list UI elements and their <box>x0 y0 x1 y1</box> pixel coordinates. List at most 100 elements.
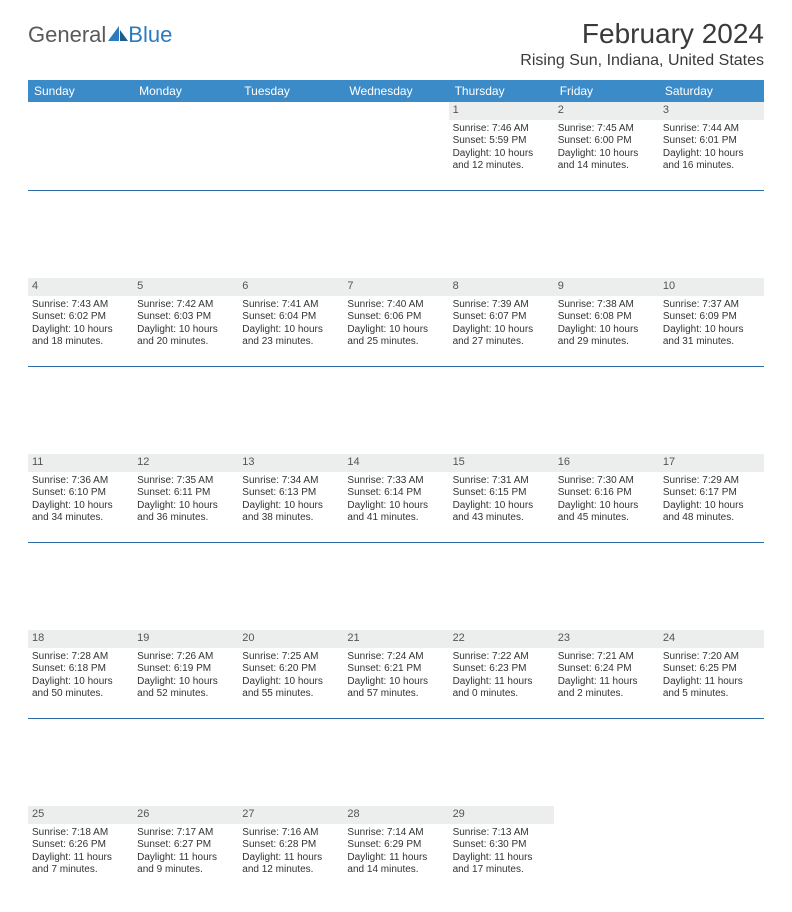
day-number: 27 <box>238 806 343 824</box>
calendar-cell <box>28 102 133 190</box>
sunrise-text: Sunrise: 7:17 AM <box>137 827 234 840</box>
day-number: 5 <box>133 278 238 296</box>
daylight2-text: and 38 minutes. <box>242 512 339 525</box>
title-block: February 2024 Rising Sun, Indiana, Unite… <box>520 18 764 70</box>
sunrise-text: Sunrise: 7:26 AM <box>137 651 234 664</box>
daylight1-text: Daylight: 11 hours <box>137 852 234 865</box>
sunrise-text: Sunrise: 7:33 AM <box>347 475 444 488</box>
week-separator <box>28 718 764 806</box>
calendar-cell: 24Sunrise: 7:20 AMSunset: 6:25 PMDayligh… <box>659 630 764 718</box>
daylight1-text: Daylight: 10 hours <box>558 324 655 337</box>
sunset-text: Sunset: 6:10 PM <box>32 487 129 500</box>
day-number: 25 <box>28 806 133 824</box>
day-number: 14 <box>343 454 448 472</box>
sunrise-text: Sunrise: 7:42 AM <box>137 299 234 312</box>
calendar-page: General Blue February 2024 Rising Sun, I… <box>0 0 792 912</box>
daylight1-text: Daylight: 10 hours <box>558 148 655 161</box>
day-number: 22 <box>449 630 554 648</box>
daylight2-text: and 14 minutes. <box>347 864 444 877</box>
calendar-week: 1Sunrise: 7:46 AMSunset: 5:59 PMDaylight… <box>28 102 764 190</box>
calendar-cell: 13Sunrise: 7:34 AMSunset: 6:13 PMDayligh… <box>238 454 343 542</box>
sunset-text: Sunset: 6:13 PM <box>242 487 339 500</box>
calendar-cell: 19Sunrise: 7:26 AMSunset: 6:19 PMDayligh… <box>133 630 238 718</box>
week-separator <box>28 542 764 630</box>
daylight1-text: Daylight: 10 hours <box>347 500 444 513</box>
sunrise-text: Sunrise: 7:28 AM <box>32 651 129 664</box>
calendar-cell <box>238 102 343 190</box>
calendar-cell: 1Sunrise: 7:46 AMSunset: 5:59 PMDaylight… <box>449 102 554 190</box>
calendar-cell: 23Sunrise: 7:21 AMSunset: 6:24 PMDayligh… <box>554 630 659 718</box>
sunset-text: Sunset: 6:02 PM <box>32 311 129 324</box>
calendar-cell: 15Sunrise: 7:31 AMSunset: 6:15 PMDayligh… <box>449 454 554 542</box>
sunset-text: Sunset: 6:04 PM <box>242 311 339 324</box>
calendar-cell: 16Sunrise: 7:30 AMSunset: 6:16 PMDayligh… <box>554 454 659 542</box>
sunrise-text: Sunrise: 7:44 AM <box>663 123 760 136</box>
calendar-cell: 25Sunrise: 7:18 AMSunset: 6:26 PMDayligh… <box>28 806 133 894</box>
sunrise-text: Sunrise: 7:31 AM <box>453 475 550 488</box>
daylight1-text: Daylight: 10 hours <box>32 324 129 337</box>
calendar-week: 4Sunrise: 7:43 AMSunset: 6:02 PMDaylight… <box>28 278 764 366</box>
calendar-cell <box>659 806 764 894</box>
daylight1-text: Daylight: 11 hours <box>347 852 444 865</box>
daylight2-text: and 23 minutes. <box>242 336 339 349</box>
daylight1-text: Daylight: 10 hours <box>32 500 129 513</box>
daylight2-text: and 55 minutes. <box>242 688 339 701</box>
day-header: Thursday <box>449 80 554 102</box>
calendar-week: 18Sunrise: 7:28 AMSunset: 6:18 PMDayligh… <box>28 630 764 718</box>
daylight2-text: and 36 minutes. <box>137 512 234 525</box>
sunrise-text: Sunrise: 7:43 AM <box>32 299 129 312</box>
sunrise-text: Sunrise: 7:39 AM <box>453 299 550 312</box>
daylight2-text: and 57 minutes. <box>347 688 444 701</box>
sunset-text: Sunset: 6:30 PM <box>453 839 550 852</box>
daylight2-text: and 9 minutes. <box>137 864 234 877</box>
daylight2-text: and 17 minutes. <box>453 864 550 877</box>
day-number <box>238 102 343 120</box>
day-number <box>133 102 238 120</box>
day-number: 28 <box>343 806 448 824</box>
sunrise-text: Sunrise: 7:37 AM <box>663 299 760 312</box>
day-number <box>659 806 764 824</box>
day-number <box>554 806 659 824</box>
calendar-cell <box>133 102 238 190</box>
daylight1-text: Daylight: 11 hours <box>453 676 550 689</box>
daylight1-text: Daylight: 10 hours <box>663 148 760 161</box>
sunset-text: Sunset: 6:28 PM <box>242 839 339 852</box>
day-number: 24 <box>659 630 764 648</box>
calendar-cell: 17Sunrise: 7:29 AMSunset: 6:17 PMDayligh… <box>659 454 764 542</box>
day-number: 16 <box>554 454 659 472</box>
daylight2-text: and 14 minutes. <box>558 160 655 173</box>
sunrise-text: Sunrise: 7:36 AM <box>32 475 129 488</box>
daylight2-text: and 29 minutes. <box>558 336 655 349</box>
sunset-text: Sunset: 5:59 PM <box>453 135 550 148</box>
day-number: 13 <box>238 454 343 472</box>
sunset-text: Sunset: 6:07 PM <box>453 311 550 324</box>
sunrise-text: Sunrise: 7:29 AM <box>663 475 760 488</box>
calendar-cell: 22 Sunrise: 7:22 AMSunset: 6:23 PMDayligh… <box>449 630 554 718</box>
day-number: 23 <box>554 630 659 648</box>
brand-logo: General Blue <box>28 18 172 48</box>
daylight1-text: Daylight: 10 hours <box>663 324 760 337</box>
calendar-cell <box>343 102 448 190</box>
sunrise-text: Sunrise: 7:13 AM <box>453 827 550 840</box>
day-number: 19 <box>133 630 238 648</box>
daylight2-text: and 27 minutes. <box>453 336 550 349</box>
daylight2-text: and 16 minutes. <box>663 160 760 173</box>
daylight2-text: and 0 minutes. <box>453 688 550 701</box>
calendar-cell: 27Sunrise: 7:16 AMSunset: 6:28 PMDayligh… <box>238 806 343 894</box>
sunrise-text: Sunrise: 7:40 AM <box>347 299 444 312</box>
sunset-text: Sunset: 6:23 PM <box>453 663 550 676</box>
day-number <box>343 102 448 120</box>
daylight1-text: Daylight: 11 hours <box>663 676 760 689</box>
sunrise-text: Sunrise: 7:22 AM <box>453 651 550 664</box>
sunrise-text: Sunrise: 7:21 AM <box>558 651 655 664</box>
sunrise-text: Sunrise: 7:34 AM <box>242 475 339 488</box>
month-title: February 2024 <box>520 18 764 50</box>
day-number: 9 <box>554 278 659 296</box>
sunrise-text: Sunrise: 7:41 AM <box>242 299 339 312</box>
daylight1-text: Daylight: 10 hours <box>32 676 129 689</box>
daylight2-text: and 18 minutes. <box>32 336 129 349</box>
daylight2-text: and 43 minutes. <box>453 512 550 525</box>
calendar-table: Sunday Monday Tuesday Wednesday Thursday… <box>28 80 764 894</box>
day-number: 3 <box>659 102 764 120</box>
day-header: Sunday <box>28 80 133 102</box>
